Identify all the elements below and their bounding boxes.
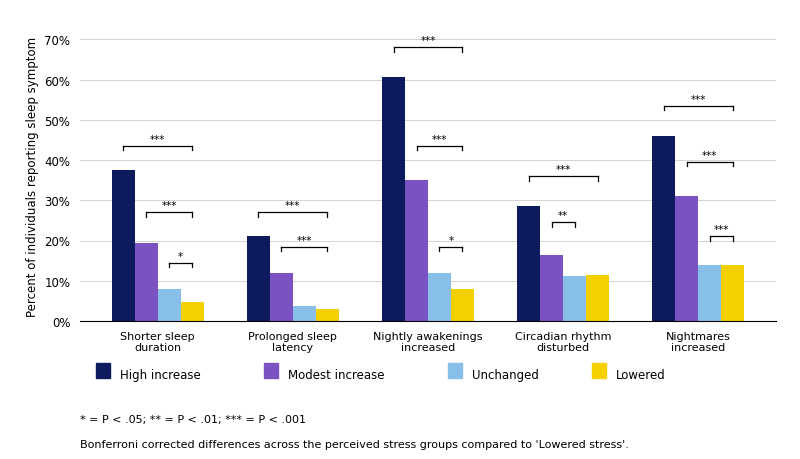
Bar bbox=[158, 289, 181, 321]
Bar bbox=[563, 276, 586, 321]
Bar bbox=[405, 181, 428, 321]
Text: ***: *** bbox=[714, 225, 729, 235]
Text: **: ** bbox=[558, 211, 568, 221]
Text: ***: *** bbox=[432, 134, 447, 145]
Bar bbox=[653, 136, 675, 321]
Bar bbox=[540, 255, 563, 321]
Text: *: * bbox=[449, 235, 454, 245]
Y-axis label: Percent of individuals reporting sleep symptom: Percent of individuals reporting sleep s… bbox=[26, 37, 38, 316]
Bar bbox=[428, 273, 451, 321]
Text: Unchanged: Unchanged bbox=[472, 369, 539, 381]
Text: ***: *** bbox=[555, 165, 571, 175]
Bar bbox=[698, 266, 722, 321]
Bar bbox=[722, 266, 744, 321]
Text: ***: *** bbox=[702, 151, 718, 161]
Text: ***: *** bbox=[297, 235, 312, 245]
Text: ***: *** bbox=[150, 134, 166, 145]
Bar bbox=[293, 306, 316, 321]
Bar bbox=[181, 302, 203, 321]
Text: *: * bbox=[178, 251, 183, 261]
Bar bbox=[382, 78, 405, 321]
Bar bbox=[518, 207, 540, 321]
Text: ***: *** bbox=[690, 95, 706, 104]
Text: High increase: High increase bbox=[120, 369, 201, 381]
Text: ***: *** bbox=[285, 201, 301, 211]
Text: * = P < .05; ** = P < .01; *** = P < .001: * = P < .05; ** = P < .01; *** = P < .00… bbox=[80, 414, 306, 425]
Bar bbox=[451, 289, 474, 321]
Bar bbox=[112, 171, 134, 321]
Bar bbox=[316, 309, 338, 321]
Bar bbox=[586, 275, 609, 321]
Bar bbox=[675, 197, 698, 321]
Text: Modest increase: Modest increase bbox=[288, 369, 385, 381]
Bar bbox=[247, 237, 270, 321]
Bar bbox=[270, 273, 293, 321]
Bar bbox=[134, 243, 158, 321]
Text: ***: *** bbox=[162, 201, 177, 211]
Text: Bonferroni corrected differences across the perceived stress groups compared to : Bonferroni corrected differences across … bbox=[80, 439, 629, 449]
Text: ***: *** bbox=[420, 36, 436, 46]
Text: Lowered: Lowered bbox=[616, 369, 666, 381]
